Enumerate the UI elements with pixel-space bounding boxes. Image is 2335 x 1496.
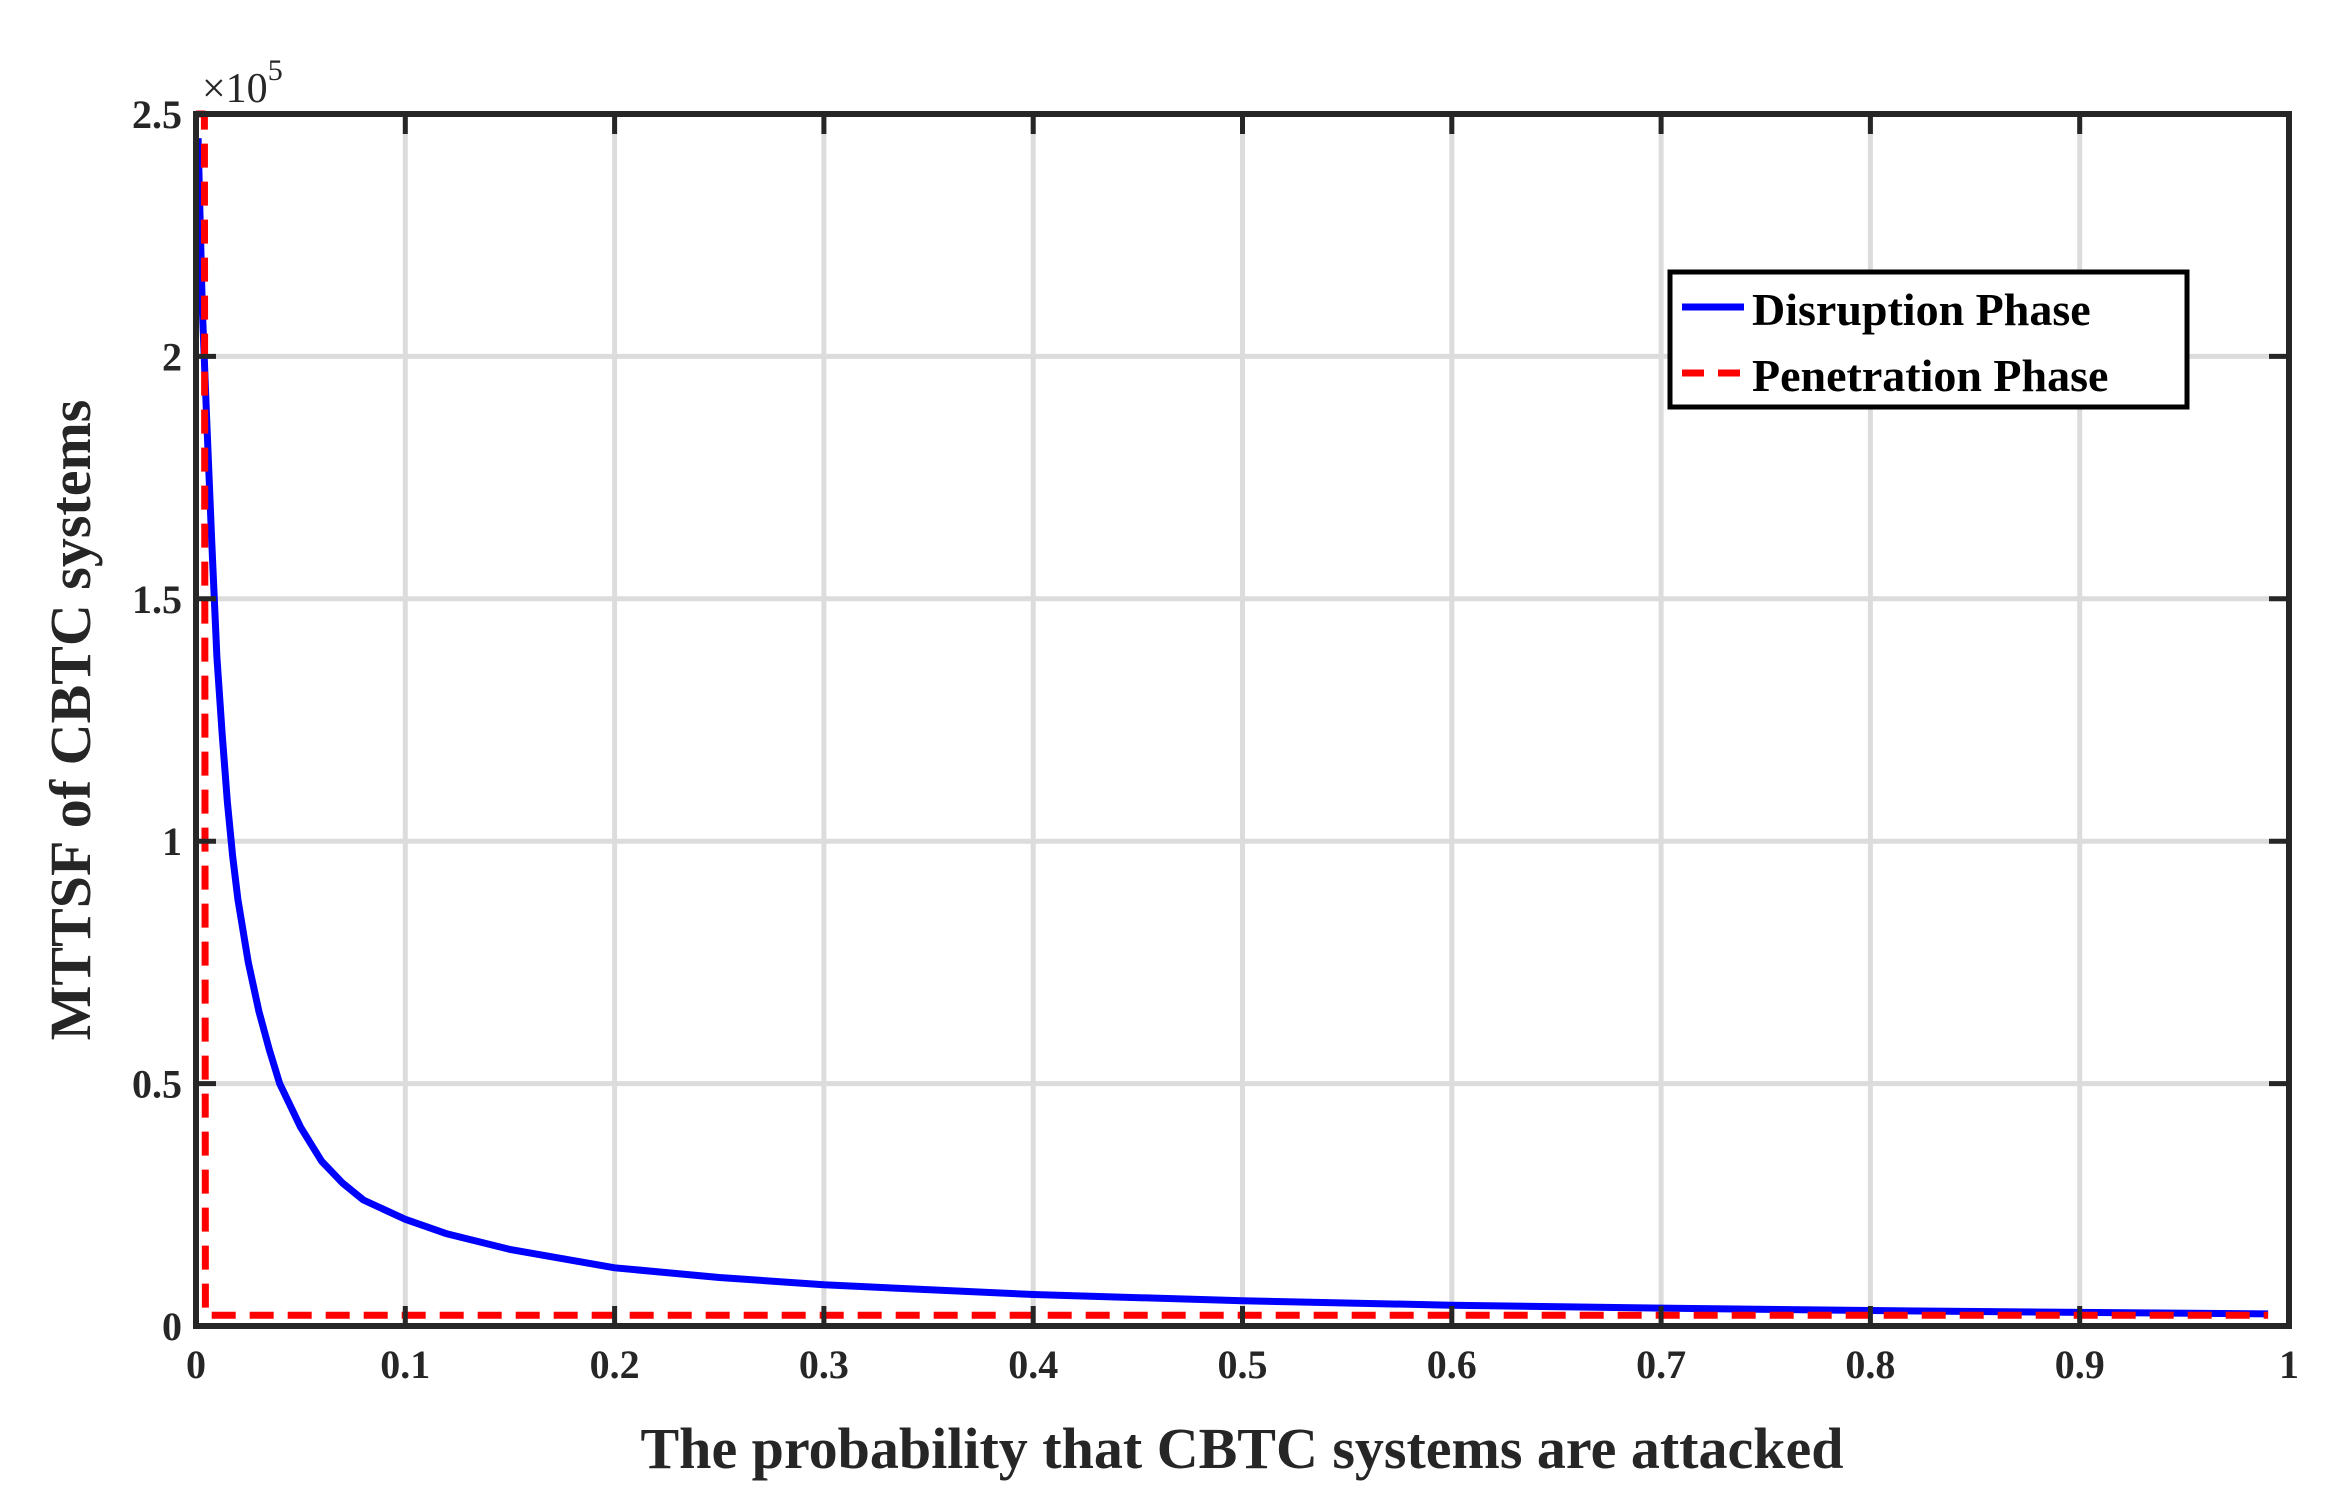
x-tick-labels: 0 0.1 0.2 0.3 0.4 0.5 0.6 0.7 0.8 0.9 1: [186, 1342, 2299, 1387]
tick-marks: [193, 111, 2292, 1329]
x-tick-label: 0.3: [799, 1342, 849, 1387]
y-tick-label: 0.5: [132, 1062, 182, 1107]
y-tick-label: 0: [162, 1304, 182, 1349]
x-tick-label: 0.4: [1008, 1342, 1058, 1387]
y-multiplier-base: ×10: [202, 66, 268, 112]
x-tick-label: 0.8: [1845, 1342, 1895, 1387]
y-tick-labels: 0 0.5 1 1.5 2 2.5: [132, 92, 182, 1349]
x-axis-title: The probability that CBTC systems are at…: [641, 1416, 1844, 1481]
legend: Disruption Phase Penetration Phase: [1667, 269, 2190, 410]
y-tick-label: 2.5: [132, 92, 182, 137]
y-tick-label: 1: [162, 819, 182, 864]
legend-box: [1667, 269, 2190, 410]
y-multiplier-exponent: 5: [268, 54, 283, 87]
legend-label-penetration: Penetration Phase: [1752, 350, 2108, 401]
y-multiplier: ×105: [202, 54, 283, 112]
x-tick-label: 0.1: [380, 1342, 430, 1387]
x-tick-label: 0.2: [590, 1342, 640, 1387]
x-tick-label: 0.5: [1218, 1342, 1268, 1387]
x-tick-label: 0.6: [1427, 1342, 1477, 1387]
x-tick-label: 0.9: [2055, 1342, 2105, 1387]
y-axis-title: MTTSF of CBTC systems: [38, 400, 103, 1041]
y-tick-label: 1.5: [132, 577, 182, 622]
legend-label-disruption: Disruption Phase: [1752, 284, 2091, 335]
x-tick-label: 0: [186, 1342, 206, 1387]
y-tick-label: 2: [162, 334, 182, 379]
x-tick-label: 1: [2279, 1342, 2299, 1387]
x-tick-label: 0.7: [1636, 1342, 1686, 1387]
series-line-disruption: [194, 138, 2269, 1318]
